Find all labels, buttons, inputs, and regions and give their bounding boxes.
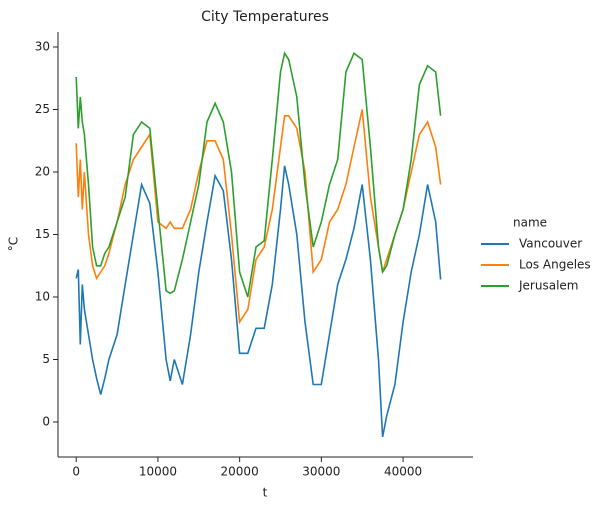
y-tick-label: 15 [35, 227, 50, 241]
legend-label: Vancouver [519, 237, 582, 251]
x-tick-label: 0 [72, 465, 80, 479]
x-axis-label: t [263, 486, 268, 500]
y-tick-label: 10 [35, 290, 50, 304]
x-tick-label: 30000 [302, 465, 340, 479]
y-tick-label: 0 [42, 415, 50, 429]
legend-label: Los Angeles [519, 258, 591, 272]
chart-title: City Temperatures [201, 9, 329, 25]
legend-label: Jerusalem [518, 279, 578, 293]
y-tick-label: 5 [42, 352, 50, 366]
y-axis-label: °C [7, 237, 21, 251]
x-tick-label: 40000 [384, 465, 422, 479]
series-line [75, 165, 442, 438]
y-tick-label: 25 [35, 102, 50, 116]
y-tick-label: 30 [35, 40, 50, 54]
y-tick-label: 20 [35, 165, 50, 179]
x-tick-label: 10000 [139, 465, 177, 479]
legend-title: name [513, 216, 547, 230]
series-line [75, 109, 442, 325]
x-tick-label: 20000 [221, 465, 259, 479]
series-line [75, 51, 442, 298]
